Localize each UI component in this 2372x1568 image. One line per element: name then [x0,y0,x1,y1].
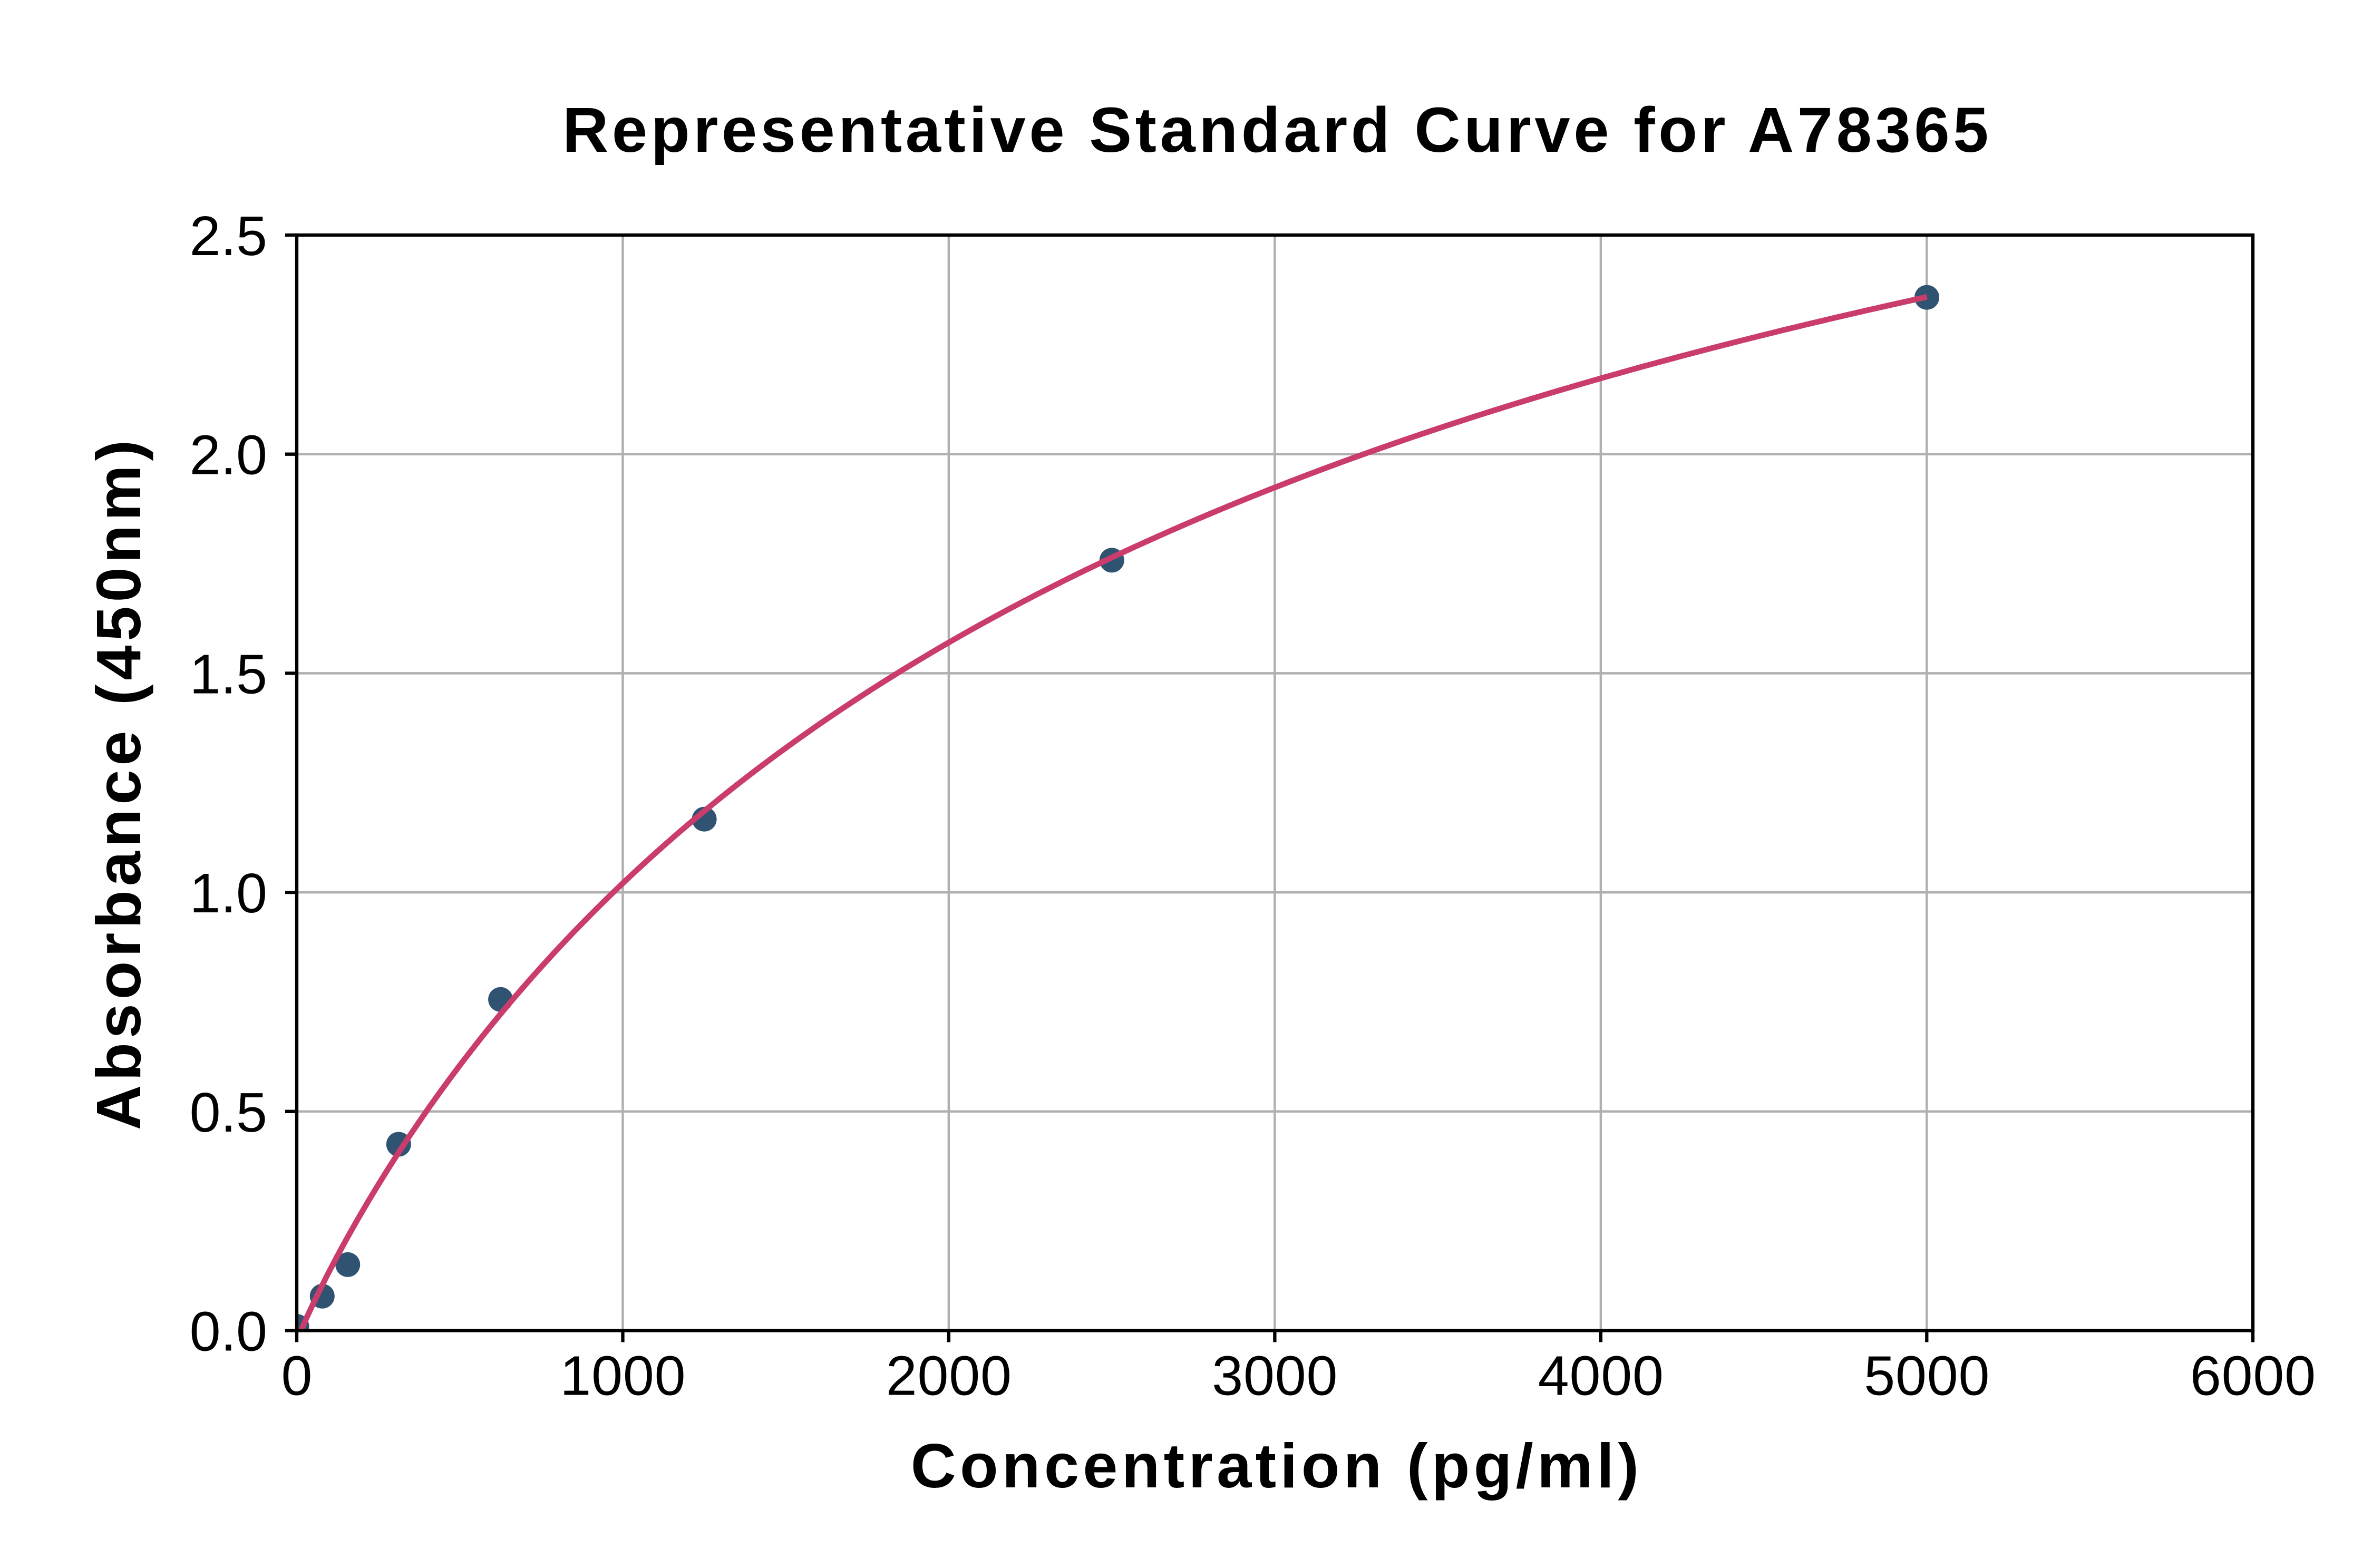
svg-text:2000: 2000 [886,1345,1012,1407]
svg-text:2.0: 2.0 [190,424,267,486]
svg-text:Concentration (pg/ml): Concentration (pg/ml) [911,1431,1642,1501]
svg-text:5000: 5000 [1864,1345,1990,1407]
svg-text:1.5: 1.5 [190,643,267,705]
svg-text:Absorbance (450nm): Absorbance (450nm) [84,436,154,1131]
svg-text:3000: 3000 [1212,1345,1338,1407]
svg-text:6000: 6000 [2190,1345,2316,1407]
svg-text:1.0: 1.0 [190,862,267,924]
svg-text:0: 0 [281,1345,313,1407]
svg-text:0.5: 0.5 [190,1082,267,1144]
svg-text:2.5: 2.5 [190,205,267,267]
svg-text:4000: 4000 [1538,1345,1664,1407]
svg-text:Representative Standard Curve: Representative Standard Curve for A78365 [562,94,1992,165]
svg-text:1000: 1000 [560,1345,686,1407]
svg-text:0.0: 0.0 [190,1301,267,1363]
